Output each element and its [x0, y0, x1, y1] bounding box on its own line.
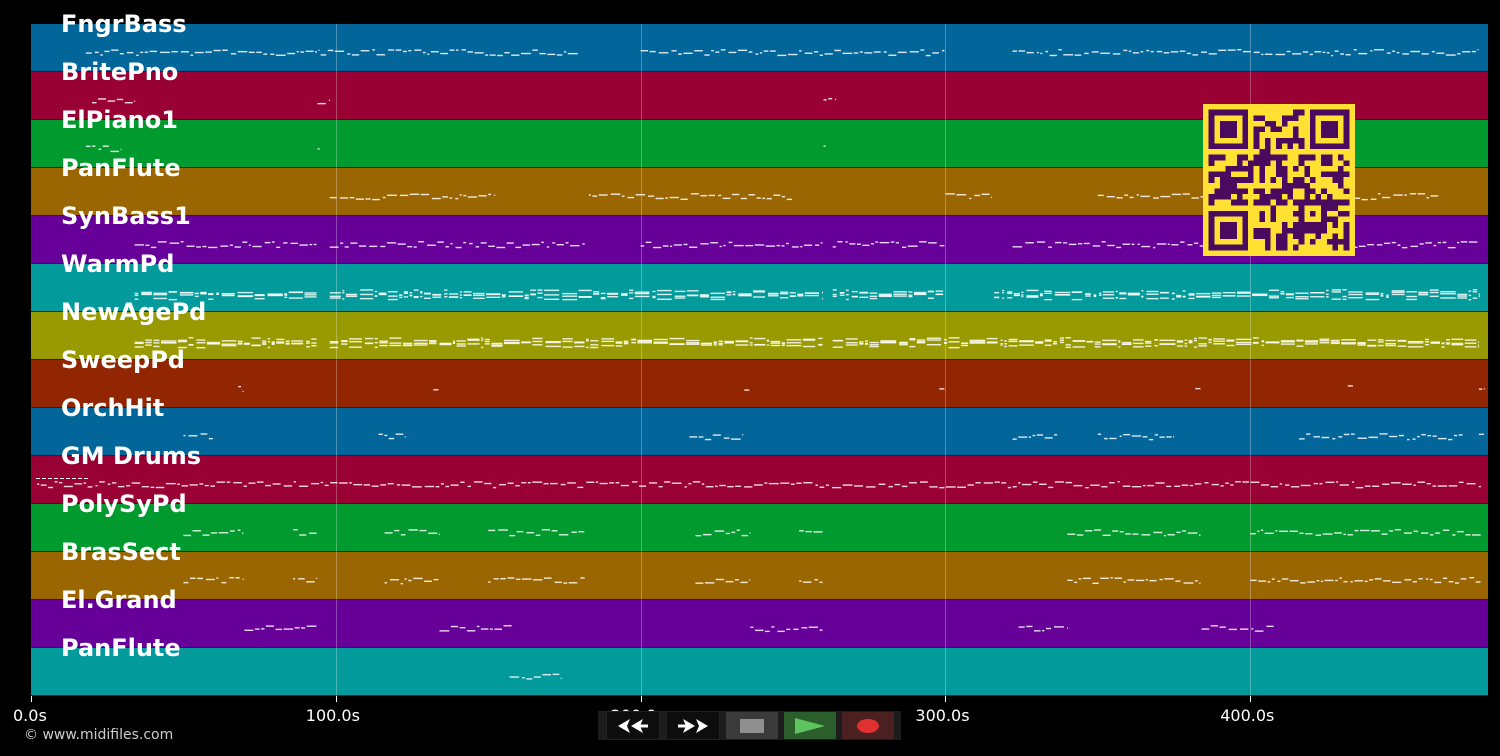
fast-forward-icon — [678, 718, 708, 733]
track-label: FngrBass — [61, 10, 187, 38]
axis-tick — [31, 696, 32, 702]
stop-icon — [740, 718, 764, 733]
axis-tick-label: 100.0s — [305, 706, 360, 725]
track-row[interactable] — [31, 360, 1488, 408]
track-label: GM Drums — [61, 442, 202, 470]
track-row[interactable] — [31, 24, 1488, 72]
axis-tick — [945, 696, 947, 702]
play-icon — [795, 717, 825, 734]
axis-tick-label: 300.0s — [915, 706, 970, 725]
track-label: BritePno — [61, 58, 179, 86]
fast-forward-button[interactable] — [666, 711, 720, 740]
record-button[interactable] — [842, 712, 894, 739]
track-label: WarmPd — [61, 250, 175, 278]
gridline — [945, 24, 947, 696]
qr-code[interactable] — [1203, 104, 1355, 256]
track-label: ElPiano1 — [61, 106, 178, 134]
track-row[interactable] — [31, 600, 1488, 648]
axis-tick-label: 400.0s — [1220, 706, 1275, 725]
track-label: PanFlute — [61, 154, 181, 182]
track-label: PanFlute — [61, 634, 181, 662]
transport-controls — [598, 711, 901, 740]
track-row[interactable] — [31, 456, 1488, 504]
play-button[interactable] — [784, 712, 836, 739]
axis-tick — [640, 696, 642, 702]
track-row[interactable] — [31, 312, 1488, 360]
rewind-icon — [618, 718, 648, 733]
track-row[interactable] — [31, 504, 1488, 552]
track-label: NewAgePd — [61, 298, 207, 326]
track-label: SynBass1 — [61, 202, 191, 230]
rewind-button[interactable] — [606, 711, 660, 740]
track-label: OrchHit — [61, 394, 165, 422]
gridline — [1250, 24, 1252, 696]
track-row[interactable] — [31, 648, 1488, 696]
axis-tick — [335, 696, 337, 702]
gridline — [640, 24, 642, 696]
track-label: BrasSect — [61, 538, 181, 566]
track-label: SweepPd — [61, 346, 185, 374]
gridline — [335, 24, 337, 696]
axis-tick-label: 0.0s — [13, 706, 47, 725]
record-icon — [857, 718, 879, 733]
track-label: PolySyPd — [61, 490, 187, 518]
track-row[interactable] — [31, 552, 1488, 600]
track-row[interactable] — [31, 264, 1488, 312]
track-label: El.Grand — [61, 586, 177, 614]
copyright-text: © www.midifiles.com — [24, 727, 174, 743]
stop-button[interactable] — [726, 712, 778, 739]
axis-tick — [1250, 696, 1252, 702]
track-row[interactable] — [31, 408, 1488, 456]
